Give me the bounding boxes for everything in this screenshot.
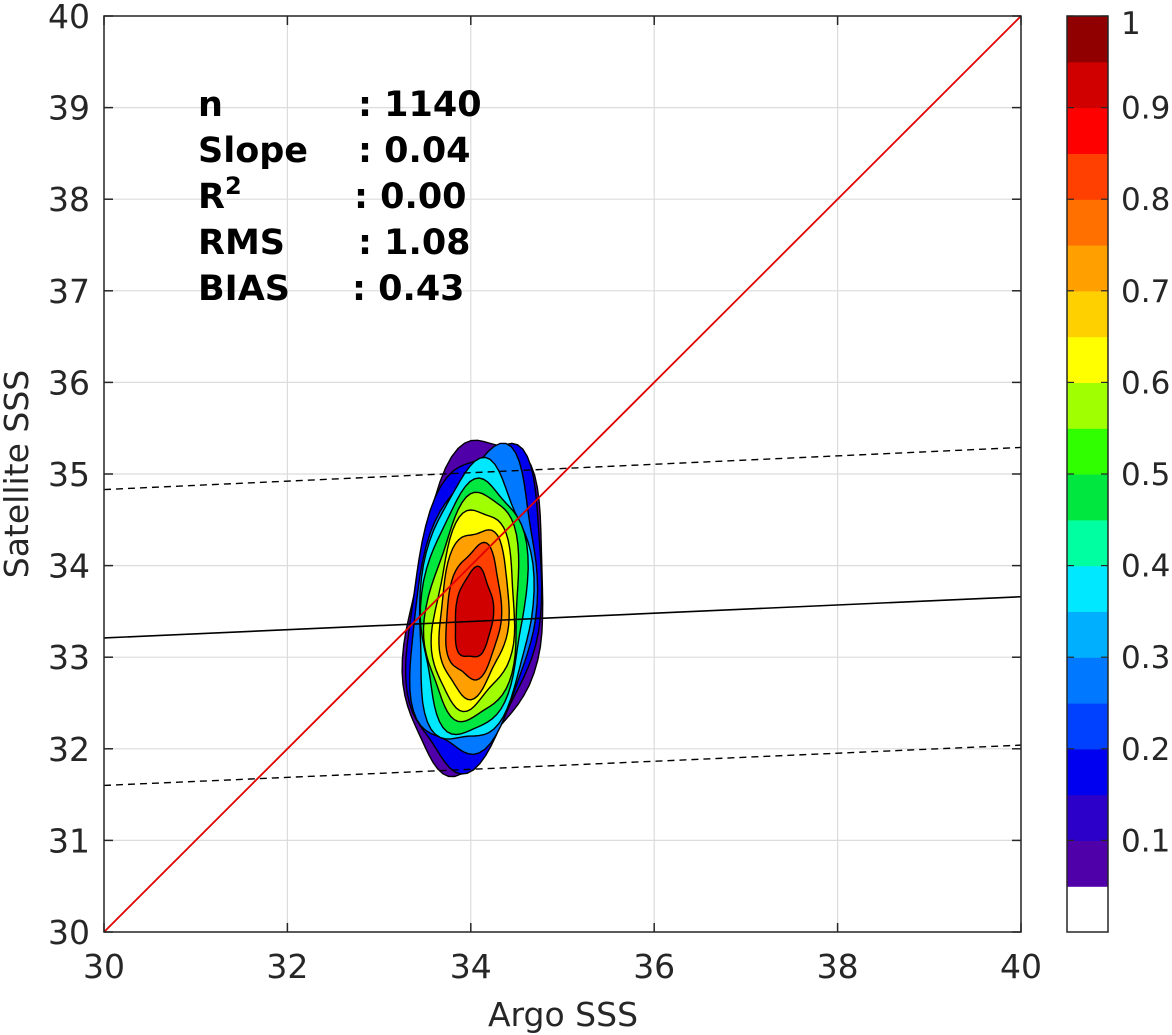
- colorbar-segment: [1067, 474, 1108, 521]
- colorbar-tick-label: 1: [1121, 6, 1141, 42]
- fit-line: [104, 595, 1021, 639]
- colorbar-segment: [1067, 16, 1108, 63]
- colorbar-segment: [1067, 290, 1108, 338]
- x-tick-label: 34: [450, 947, 492, 986]
- y-tick-label: 30: [48, 913, 90, 952]
- colorbar-segment: [1067, 657, 1108, 704]
- y-tick-label: 37: [48, 272, 90, 311]
- colorbar-segment: [1067, 611, 1108, 658]
- colorbar-segment: [1067, 199, 1108, 246]
- colorbar-segment: [1067, 794, 1108, 841]
- y-tick-label: 36: [48, 363, 90, 402]
- colorbar-tick-label: 0.2: [1121, 732, 1170, 768]
- stat-value: : 0.00: [354, 177, 467, 217]
- x-tick-label: 30: [83, 947, 125, 986]
- stat-name: Slope: [198, 131, 308, 171]
- y-tick-label: 31: [48, 821, 90, 860]
- y-tick-label: 40: [48, 0, 90, 36]
- colorbar-segment: [1067, 428, 1108, 475]
- colorbar-tick-label: 0.8: [1121, 182, 1170, 218]
- reference-lines: [104, 16, 1021, 932]
- y-tick-label: 39: [48, 89, 90, 128]
- colorbar-segment: [1067, 107, 1108, 154]
- bound-line: [104, 446, 1021, 491]
- colorbar-segment: [1067, 336, 1108, 383]
- colorbar-segment: [1067, 703, 1108, 750]
- colorbar: 0.1 0.2 0.3 0.4 0.5 0.6 0.7 0.8 0.9 1: [1066, 6, 1170, 933]
- x-tick-label: 32: [266, 947, 308, 986]
- identity-line: [104, 16, 1021, 932]
- colorbar-tick-label: 0.9: [1121, 91, 1170, 127]
- axis-ticks: 30 32 34 36 38 40 30 31 32 33 34 35 36 37 38 39 40: [48, 0, 1042, 986]
- colorbar-tick-label: 0.1: [1121, 823, 1170, 859]
- colorbar-segment: [1067, 565, 1108, 612]
- colorbar-segment: [1067, 153, 1108, 200]
- y-axis-label: Satellite SSS: [0, 370, 36, 579]
- x-tick-label: 40: [1000, 947, 1042, 986]
- stat-superscript: 2: [225, 172, 242, 200]
- y-tick-label: 34: [48, 547, 90, 586]
- density-level: [454, 565, 495, 658]
- y-tick-label: 32: [48, 730, 90, 769]
- colorbar-segment: [1067, 61, 1108, 109]
- colorbar-segment: [1067, 840, 1108, 887]
- x-axis-label: Argo SSS: [488, 995, 638, 1034]
- y-tick-label: 35: [48, 455, 90, 494]
- colorbar-segment: [1067, 245, 1108, 292]
- stat-name: n: [198, 85, 223, 125]
- colorbar-tick-label: 0.6: [1121, 365, 1170, 401]
- stat-value: : 1.08: [358, 223, 471, 263]
- colorbar-segment: [1067, 382, 1108, 429]
- colorbar-tick-label: 0.3: [1121, 640, 1170, 676]
- colorbar-segment: [1067, 748, 1108, 796]
- y-tick-label: 33: [48, 638, 90, 677]
- colorbar-tick-label: 0.7: [1121, 274, 1170, 310]
- stat-value: : 0.04: [358, 131, 471, 171]
- grid: [103, 15, 1022, 933]
- colorbar-segment: [1067, 886, 1108, 933]
- x-tick-label: 38: [817, 947, 859, 986]
- colorbar-tick-label: 0.4: [1121, 549, 1170, 585]
- density-contours: [401, 439, 544, 778]
- stat-value: : 0.43: [352, 269, 465, 309]
- bound-line: [104, 744, 1021, 787]
- stat-name: BIAS: [198, 269, 290, 309]
- stat-name: RMS: [198, 223, 285, 263]
- colorbar-tick-label: 0.5: [1121, 457, 1170, 493]
- x-tick-label: 36: [633, 947, 675, 986]
- stat-value: : 1140: [358, 85, 482, 125]
- colorbar-segment: [1067, 519, 1108, 567]
- y-tick-label: 38: [48, 180, 90, 219]
